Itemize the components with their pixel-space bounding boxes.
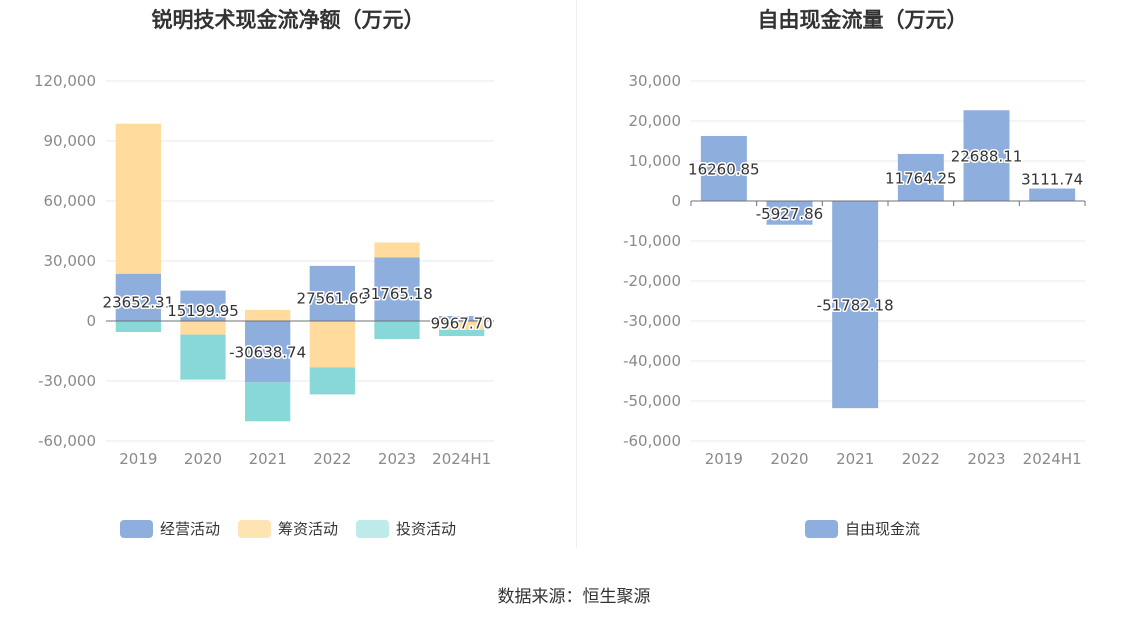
x-tick-label: 2020 bbox=[184, 450, 222, 468]
bar-2021-0 bbox=[832, 201, 879, 409]
x-tick-label: 2024H1 bbox=[432, 450, 491, 468]
bar-2024H1-1 bbox=[439, 321, 485, 330]
data-label: -30638.74 bbox=[229, 344, 306, 362]
bar-2019-2 bbox=[115, 321, 161, 332]
bar-2022-2 bbox=[309, 367, 355, 395]
data-label: 9967.70 bbox=[431, 315, 493, 333]
legend-item-financing[interactable]: 筹资活动 bbox=[237, 518, 338, 539]
net-cashflow-chart-title: 锐明技术现金流净额（万元） bbox=[151, 8, 425, 32]
legend-label-financing: 筹资活动 bbox=[277, 520, 338, 538]
x-tick-label: 2023 bbox=[967, 450, 1005, 468]
y-tick-label: -10,000 bbox=[623, 232, 681, 250]
x-tick-label: 2019 bbox=[705, 450, 743, 468]
bar-2024H1-0 bbox=[439, 316, 485, 321]
bar-2022-1 bbox=[309, 321, 355, 368]
bar-2023-0 bbox=[374, 257, 420, 321]
y-tick-label: -30,000 bbox=[623, 312, 681, 330]
bar-2023-1 bbox=[374, 242, 420, 258]
panel-divider bbox=[576, 0, 577, 548]
legend-item-free-cashflow[interactable]: 自由现金流 bbox=[804, 518, 920, 539]
legend-swatch-investing bbox=[356, 519, 389, 538]
x-tick-label: 2021 bbox=[249, 450, 287, 468]
bar-2021-1 bbox=[245, 309, 291, 321]
free-cashflow-legend: 自由现金流 bbox=[577, 518, 1148, 539]
x-tick-label: 2021 bbox=[836, 450, 874, 468]
legend-label-free-cashflow: 自由现金流 bbox=[844, 520, 920, 538]
data-label: 3111.74 bbox=[1021, 171, 1083, 189]
x-tick-label: 2023 bbox=[378, 450, 416, 468]
y-tick-label: 0 bbox=[86, 312, 96, 330]
data-label: 27561.69 bbox=[297, 289, 369, 307]
data-label: 11764.25 bbox=[885, 169, 957, 187]
x-tick-label: 2024H1 bbox=[1023, 450, 1082, 468]
net-cashflow-chart-panel: 锐明技术现金流净额（万元） -60,000 -30,000 0 30,000 60,00… bbox=[0, 8, 576, 539]
data-source-note: 数据来源：恒生聚源 bbox=[497, 587, 651, 607]
bar-2019-0 bbox=[700, 135, 747, 201]
bar-2023-0 bbox=[963, 110, 1010, 201]
legend-item-investing[interactable]: 投资活动 bbox=[356, 518, 456, 539]
y-tick-label: -40,000 bbox=[623, 352, 681, 370]
data-label: 31765.18 bbox=[361, 285, 433, 303]
bar-2020-0 bbox=[766, 201, 813, 225]
data-label: 16260.85 bbox=[688, 160, 760, 178]
y-tick-label: -60,000 bbox=[38, 432, 96, 450]
legend-label-operating: 经营活动 bbox=[159, 520, 220, 538]
bar-2020-2 bbox=[180, 334, 226, 380]
y-tick-label: -30,000 bbox=[38, 372, 96, 390]
y-tick-label: 60,000 bbox=[44, 192, 97, 210]
data-label: -51782.18 bbox=[817, 297, 894, 315]
y-tick-label: 10,000 bbox=[629, 152, 682, 170]
y-tick-label: -60,000 bbox=[623, 432, 681, 450]
y-tick-label: 120,000 bbox=[34, 72, 96, 90]
x-tick-label: 2022 bbox=[902, 450, 940, 468]
bar-2022-0 bbox=[897, 153, 944, 201]
bar-2024H1-2 bbox=[439, 330, 485, 336]
y-tick-label: 30,000 bbox=[629, 72, 682, 90]
y-tick-label: -50,000 bbox=[623, 392, 681, 410]
legend-swatch-operating bbox=[119, 519, 153, 538]
free-cashflow-chart-panel: 自由现金流量（万元） -60,000 -50,000 -40,000 -30,000-… bbox=[577, 0, 1148, 619]
legend-swatch-financing bbox=[237, 519, 271, 538]
y-tick-label: -20,000 bbox=[623, 272, 681, 290]
data-label: 23652.31 bbox=[103, 293, 175, 311]
data-label: 15199.95 bbox=[167, 302, 239, 320]
bar-2021-0 bbox=[245, 321, 291, 383]
x-tick-label: 2019 bbox=[119, 450, 157, 468]
y-tick-label: 0 bbox=[671, 192, 681, 210]
net-cashflow-chart: -60,000 -30,000 0 30,000 60,000 90,000 120,000… bbox=[34, 72, 494, 468]
bar-2019-0 bbox=[115, 273, 161, 321]
bar-2022-0 bbox=[309, 265, 355, 321]
bar-2024H1-0 bbox=[1029, 188, 1076, 201]
bar-2019-1 bbox=[115, 123, 161, 274]
data-label: 22688.11 bbox=[951, 148, 1023, 166]
bar-2021-2 bbox=[245, 382, 291, 422]
net-cashflow-legend: 经营活动 筹资活动 投资活动 bbox=[0, 518, 576, 539]
legend-item-operating[interactable]: 经营活动 bbox=[119, 518, 220, 539]
y-tick-label: 30,000 bbox=[44, 252, 97, 270]
legend-label-investing: 投资活动 bbox=[396, 520, 457, 538]
bar-2020-1 bbox=[180, 321, 226, 335]
y-tick-label: 20,000 bbox=[629, 112, 682, 130]
legend-swatch-free-cashflow bbox=[804, 519, 838, 538]
x-tick-label: 2022 bbox=[313, 450, 351, 468]
x-tick-label: 2020 bbox=[770, 450, 808, 468]
data-label: -5927.86 bbox=[756, 205, 823, 223]
free-cashflow-chart: -60,000 -50,000 -40,000 -30,000 -20,000 -10,0… bbox=[623, 72, 1086, 468]
y-tick-label: 90,000 bbox=[44, 132, 97, 150]
bar-2020-0 bbox=[180, 290, 226, 321]
free-cashflow-chart-title: 自由现金流量（万元） bbox=[757, 8, 968, 32]
bar-2023-2 bbox=[374, 321, 420, 339]
